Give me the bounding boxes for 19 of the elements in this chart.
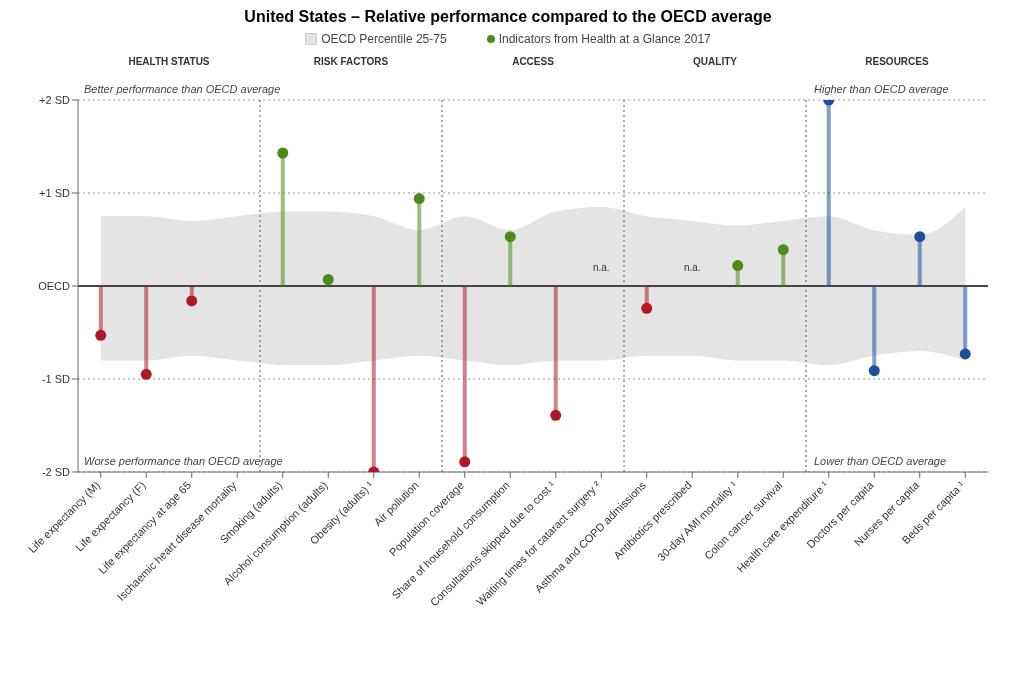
text: QUALITY	[692, 56, 738, 67]
legend-label: OECD Percentile 25-75	[320, 32, 447, 46]
y-tick-label: -2 SD	[41, 465, 71, 478]
y-tick-label: OECD	[38, 279, 71, 292]
y-tick-label: -1 SD	[41, 372, 71, 385]
y-tick-label: +2 SD	[39, 93, 71, 106]
text: HEALTH STATUS	[127, 56, 211, 67]
y-tick-label: +1 SD	[39, 186, 71, 199]
text: RESOURCES	[864, 56, 930, 67]
chart-title: United States – Relative performance compared to the OECD average	[243, 8, 773, 26]
text: Better performance than OECD average	[84, 83, 281, 95]
text: n.a.	[683, 262, 701, 273]
legend-label: Indicators from Health at a Glance 2017	[497, 32, 711, 46]
text: Higher than OECD average	[814, 83, 949, 95]
annotation: Worse performance than OECD average	[84, 455, 283, 467]
text: n.a.	[592, 262, 610, 273]
text: RISK FACTORS	[312, 56, 390, 67]
text: ACCESS	[511, 56, 555, 67]
annotation: Lower than OECD average	[814, 455, 947, 467]
